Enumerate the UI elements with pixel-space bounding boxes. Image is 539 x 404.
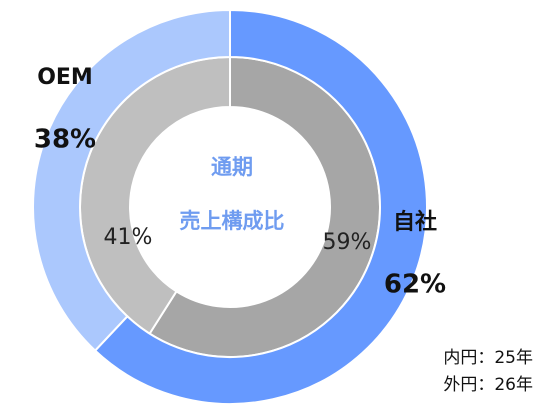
outer-value-label: 38% — [34, 125, 96, 155]
inner-value-label: 59% — [323, 230, 372, 255]
category-label: 自社 — [393, 209, 437, 235]
annotation: 外円：26年 — [443, 375, 533, 395]
donut-segment — [32, 8, 231, 353]
center-text: 通期 — [211, 155, 253, 179]
outer-value-label: 62% — [384, 270, 446, 300]
inner-value-label: 41% — [104, 225, 153, 250]
category-label: OEM — [37, 65, 93, 90]
annotation: 内円：25年 — [443, 348, 533, 368]
center-text: 売上構成比 — [180, 209, 285, 233]
donut-segment — [93, 8, 428, 404]
